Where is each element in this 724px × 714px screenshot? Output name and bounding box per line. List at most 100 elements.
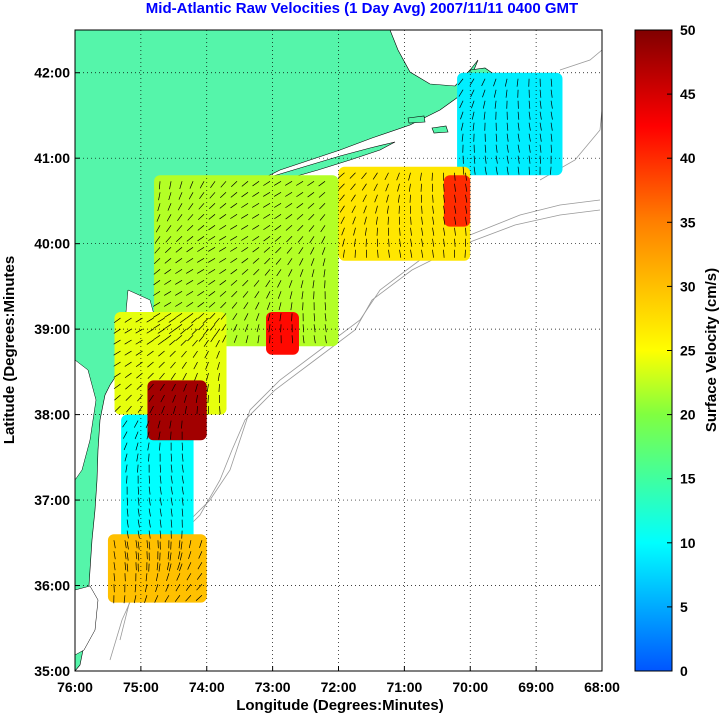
current-vector xyxy=(179,563,183,572)
current-vector xyxy=(179,181,183,190)
current-vector xyxy=(210,335,216,343)
current-vector xyxy=(495,144,498,153)
current-vector xyxy=(299,258,304,266)
colorbar-tick-label: 5 xyxy=(680,599,688,615)
current-vector xyxy=(285,214,293,220)
current-vector xyxy=(301,291,304,300)
current-vector xyxy=(265,280,271,288)
current-vector xyxy=(135,350,143,356)
current-vector xyxy=(484,166,487,175)
current-vector xyxy=(198,551,203,559)
current-vector xyxy=(241,181,249,187)
current-vector xyxy=(137,464,139,473)
current-vector xyxy=(464,249,466,258)
current-vector xyxy=(126,475,128,484)
current-vector xyxy=(385,183,389,192)
current-vector xyxy=(186,247,194,253)
current-vector xyxy=(155,225,161,233)
current-vector xyxy=(469,78,475,86)
current-vector xyxy=(313,313,316,322)
current-vector xyxy=(170,497,173,506)
current-vector xyxy=(135,328,143,334)
current-vector xyxy=(137,394,143,402)
current-vector xyxy=(465,216,467,225)
current-vector xyxy=(186,324,194,330)
current-vector xyxy=(230,246,238,252)
current-vector xyxy=(324,324,327,333)
current-vector xyxy=(148,508,151,517)
current-vector xyxy=(164,279,172,285)
current-vector xyxy=(176,225,183,232)
current-vector xyxy=(167,203,172,211)
current-vector xyxy=(135,317,143,323)
current-vector xyxy=(136,383,143,390)
current-vector xyxy=(528,166,530,175)
current-vector xyxy=(432,238,435,247)
current-vector xyxy=(209,192,216,199)
current-vector xyxy=(219,224,227,230)
current-vector xyxy=(374,194,378,203)
current-vector xyxy=(255,302,260,310)
current-vector xyxy=(135,339,143,345)
current-vector xyxy=(178,192,183,200)
current-vector xyxy=(124,551,127,560)
current-vector xyxy=(218,384,220,393)
current-vector xyxy=(133,595,137,604)
current-vector xyxy=(171,383,176,392)
current-vector xyxy=(288,269,293,277)
current-vector xyxy=(302,335,305,344)
current-vector xyxy=(244,324,249,332)
current-vector xyxy=(164,269,172,275)
current-vector xyxy=(252,236,260,242)
current-vector xyxy=(454,172,456,181)
current-vector xyxy=(361,172,367,180)
x-tick-label: 72:00 xyxy=(321,679,357,695)
current-vector xyxy=(241,202,249,208)
current-vector xyxy=(159,530,162,539)
colorbar-tick-label: 35 xyxy=(680,214,696,230)
current-vector xyxy=(241,235,249,241)
current-vector xyxy=(148,383,154,391)
current-vector xyxy=(168,328,176,335)
x-axis-label: Longitude (Degrees:Minutes) xyxy=(236,697,444,714)
current-vector xyxy=(266,291,271,299)
current-vector xyxy=(505,89,508,98)
current-vector xyxy=(550,78,553,87)
current-vector xyxy=(192,350,198,358)
current-vector xyxy=(184,394,187,403)
current-vector xyxy=(216,350,220,359)
current-vector xyxy=(135,361,143,368)
current-vector xyxy=(256,324,260,333)
current-vector xyxy=(167,551,170,560)
current-vector xyxy=(443,249,445,258)
current-vector xyxy=(233,324,238,332)
current-vector xyxy=(296,203,304,209)
current-vector xyxy=(267,313,271,322)
current-vector xyxy=(181,453,184,462)
current-vector xyxy=(175,335,183,341)
current-vector xyxy=(182,372,187,381)
colorbar-tick-label: 30 xyxy=(680,278,696,294)
current-vector xyxy=(263,247,271,253)
chesapeake-bay xyxy=(75,359,97,481)
current-vector xyxy=(313,335,316,344)
current-vector xyxy=(113,350,121,356)
current-vector xyxy=(399,227,401,236)
current-vector xyxy=(528,133,531,142)
current-vector xyxy=(241,213,249,219)
current-vector xyxy=(193,361,198,370)
current-vector xyxy=(214,317,220,325)
current-vector xyxy=(197,562,203,570)
current-vector xyxy=(126,497,129,506)
current-vector xyxy=(219,269,227,275)
current-vector xyxy=(454,216,457,225)
current-vector xyxy=(145,573,148,582)
current-vector xyxy=(153,323,161,329)
current-vector xyxy=(363,205,367,214)
current-vector xyxy=(113,540,116,549)
current-vector xyxy=(220,313,227,320)
current-vector xyxy=(164,258,172,264)
current-vector xyxy=(276,269,282,277)
current-vector xyxy=(164,324,172,330)
current-vector xyxy=(484,155,487,164)
